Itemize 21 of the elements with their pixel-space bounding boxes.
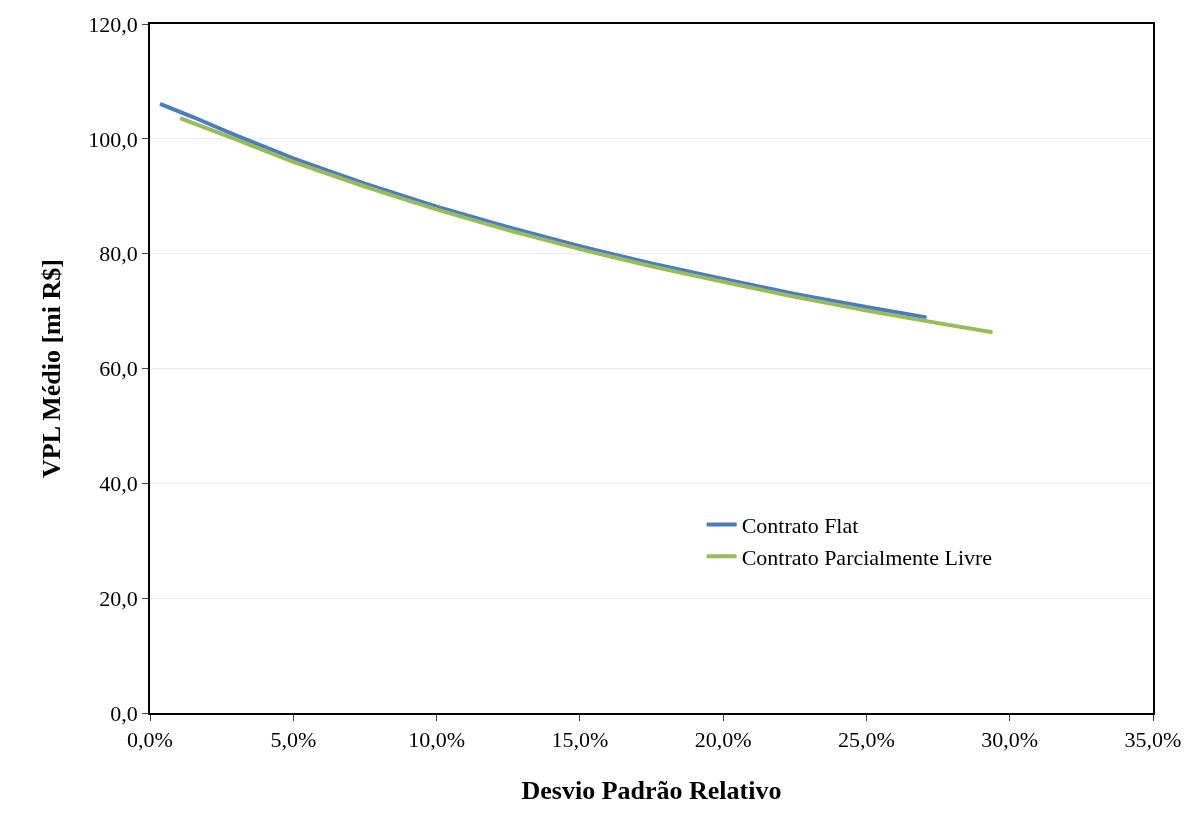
legend-label: Contrato Flat [741, 513, 859, 539]
y-tick-label: 20,0 [99, 585, 138, 611]
y-tick-label: 0,0 [110, 700, 138, 726]
line-series [178, 116, 995, 335]
x-tick-label: 20,0% [694, 727, 752, 753]
x-tick-label: 35,0% [1124, 727, 1182, 753]
x-tick-label: 25,0% [838, 727, 895, 753]
x-tick-label: 15,0% [551, 727, 609, 753]
y-tick-label: 120,0 [88, 11, 138, 37]
legend-label: Contrato Parcialmente Livre [741, 544, 993, 570]
x-tick-label: 5,0% [270, 727, 317, 753]
line-series [158, 101, 929, 320]
x-tick-label: 10,0% [408, 727, 465, 753]
x-axis-title: Desvio Padrão Relativo [521, 776, 782, 806]
x-tick-label: 0,0% [127, 727, 173, 753]
y-axis-title: VPL Médio [mi R$] [37, 259, 67, 478]
y-tick-label: 40,0 [99, 471, 138, 497]
y-tick-label: 60,0 [99, 356, 138, 382]
y-tick-label: 80,0 [99, 241, 138, 267]
y-tick-label: 100,0 [88, 126, 138, 152]
x-tick-label: 30,0% [981, 727, 1039, 753]
